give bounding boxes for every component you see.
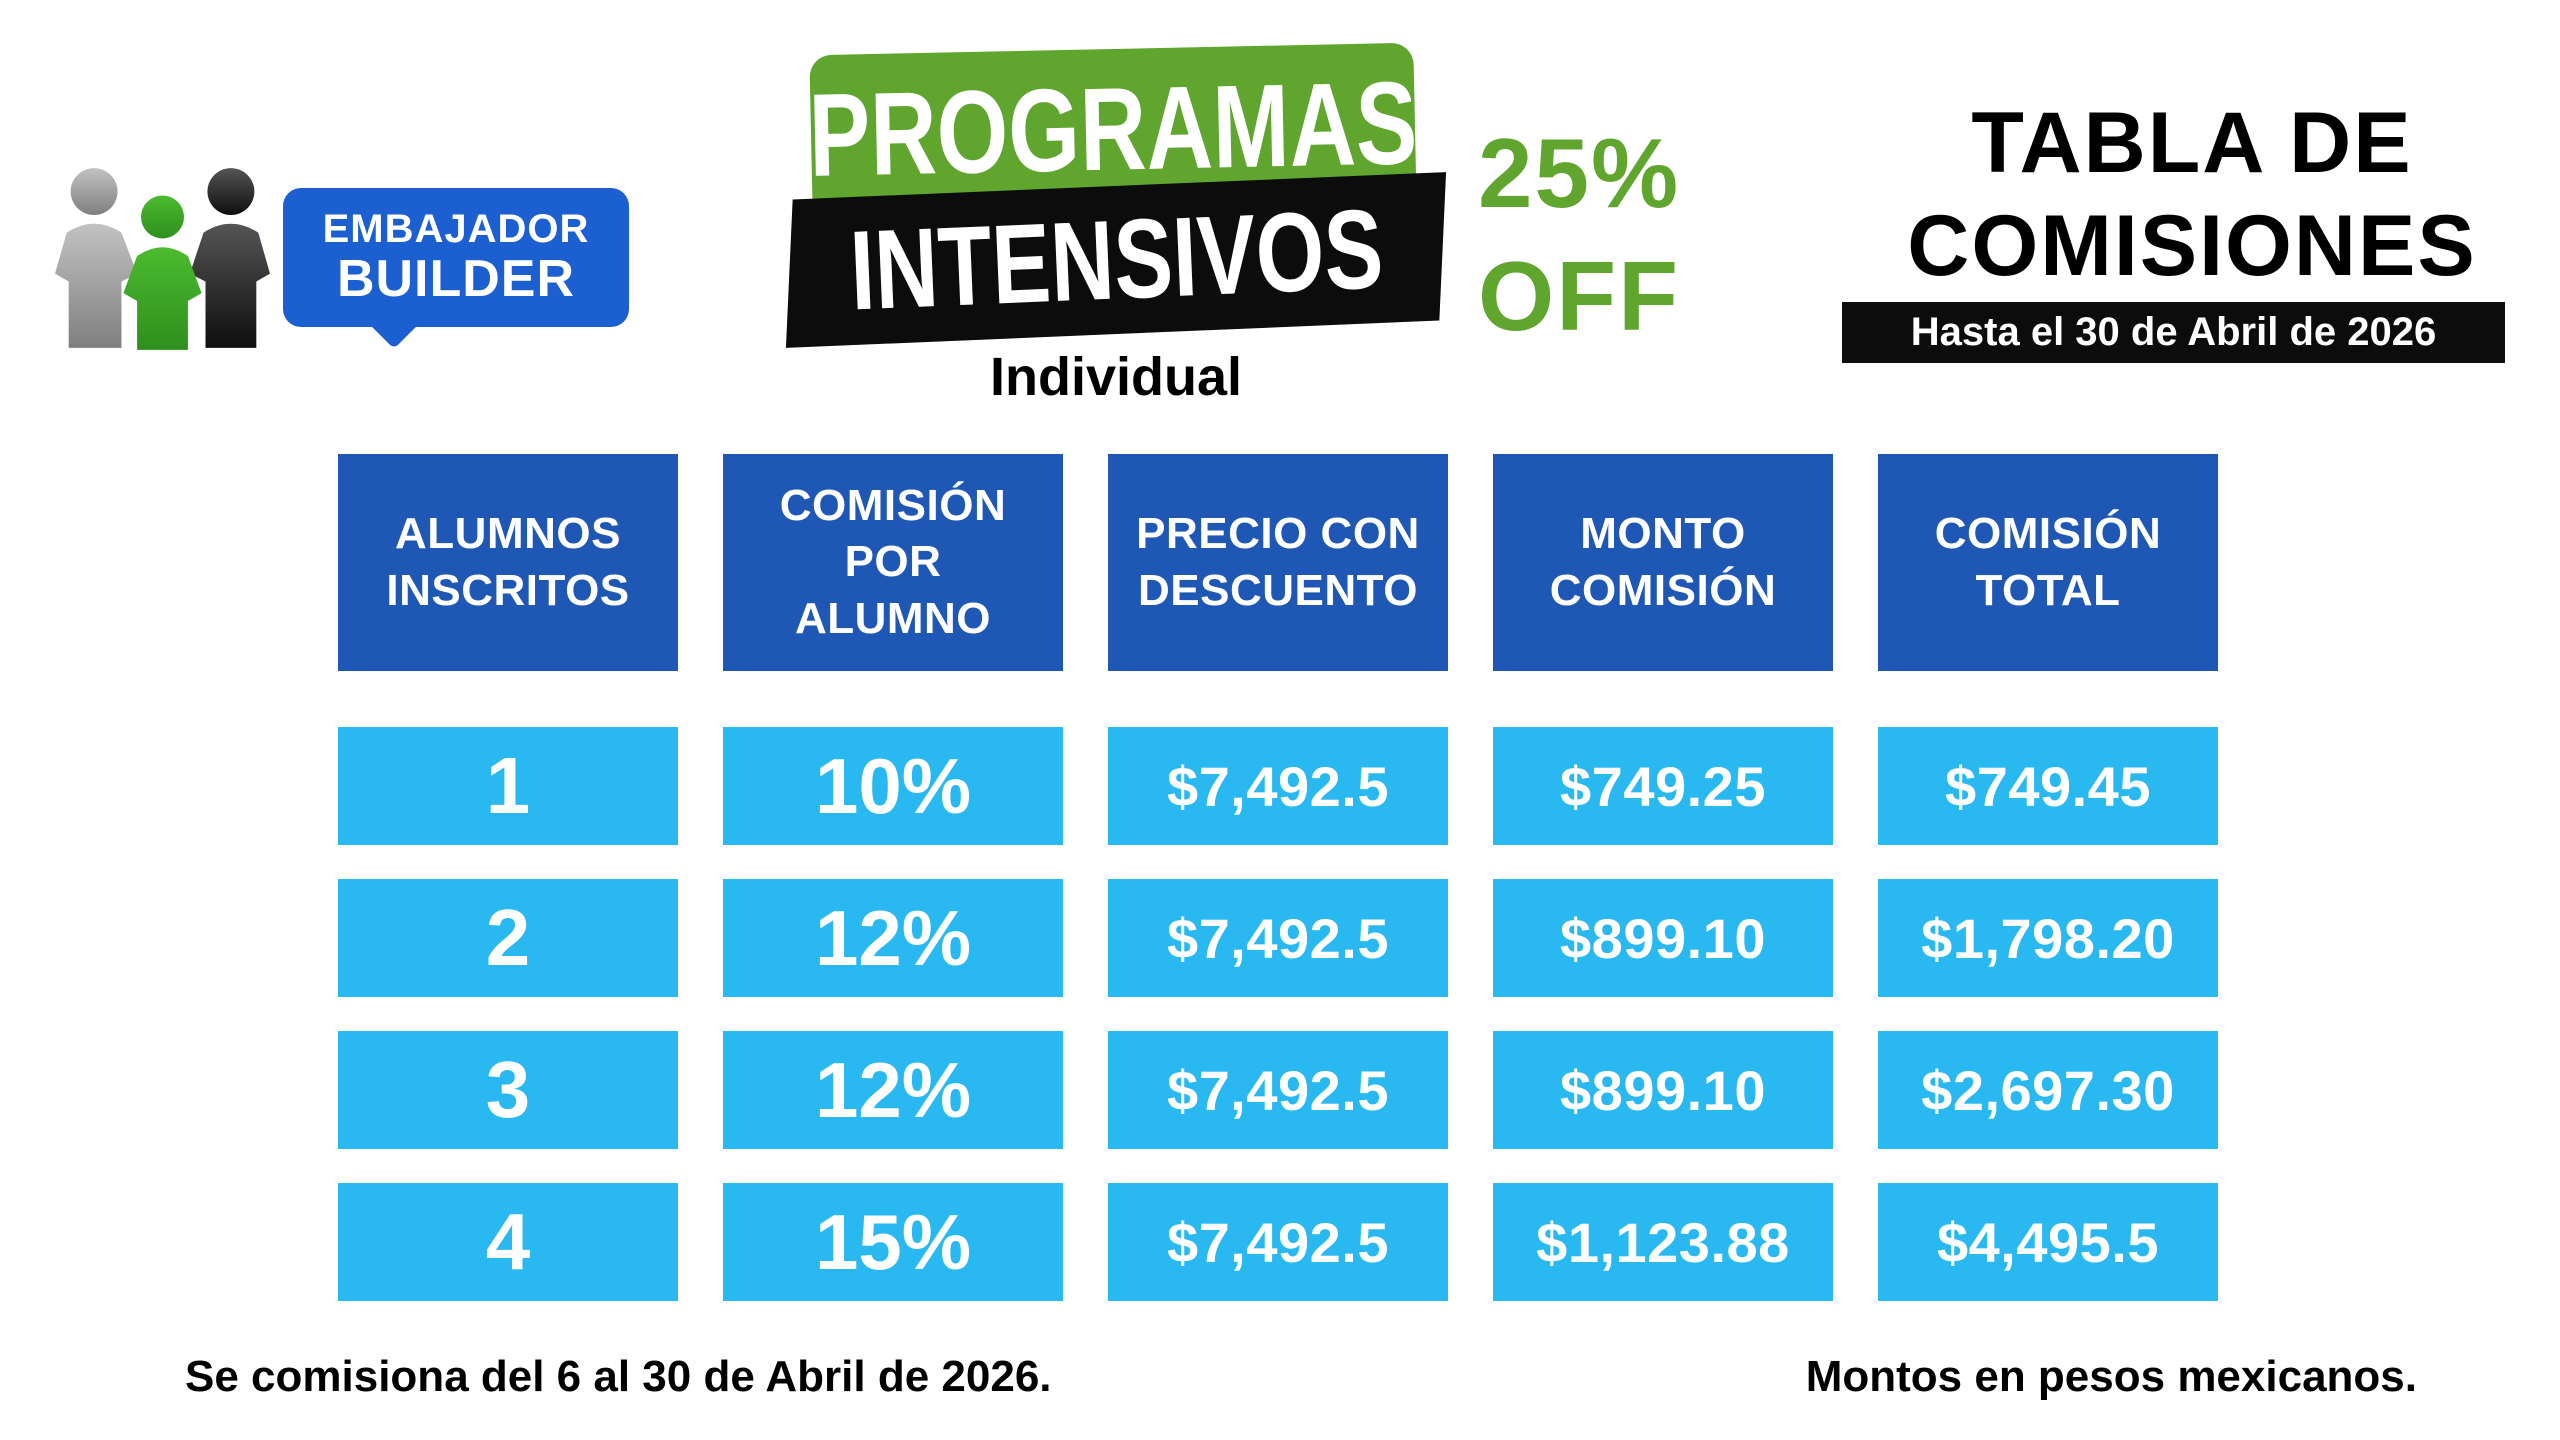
footer-note-right: Montos en pesos mexicanos. bbox=[1805, 1352, 2417, 1401]
table-cell: 2 bbox=[338, 879, 678, 997]
table-cell: $899.10 bbox=[1493, 1031, 1833, 1149]
page-title: TABLA DE COMISIONES bbox=[1872, 92, 2512, 298]
column-header: ALUMNOS INSCRITOS bbox=[338, 454, 678, 671]
column-header: PRECIO CON DESCUENTO bbox=[1108, 454, 1448, 671]
table-cell: $7,492.5 bbox=[1108, 727, 1448, 845]
table-cell: 10% bbox=[723, 727, 1063, 845]
table-header: ALUMNOS INSCRITOS COMISIÓN POR ALUMNO PR… bbox=[338, 454, 2218, 671]
discount-percent: 25% bbox=[1478, 118, 1681, 228]
table-body: 1 10% $7,492.5 $749.25 $749.45 2 12% $7,… bbox=[338, 727, 2218, 1301]
table-cell: 12% bbox=[723, 1031, 1063, 1149]
column-header: COMISIÓN TOTAL bbox=[1878, 454, 2218, 671]
validity-label: Hasta el 30 de Abril de 2026 bbox=[1910, 310, 2437, 354]
brand-badge: EMBAJADOR BUILDER bbox=[283, 188, 629, 349]
page-title-line2: COMISIONES bbox=[1907, 198, 2477, 295]
intensivos-banner: INTENSIVOS bbox=[785, 172, 1447, 348]
table-cell: $899.10 bbox=[1493, 879, 1833, 997]
table-cell: 1 bbox=[338, 727, 678, 845]
table-cell: $7,492.5 bbox=[1108, 1183, 1448, 1301]
program-subtitle: Individual bbox=[989, 347, 1243, 407]
table-cell: 4 bbox=[338, 1183, 678, 1301]
table-cell: $1,798.20 bbox=[1878, 879, 2218, 997]
page-title-line1: TABLA DE bbox=[1971, 95, 2413, 191]
discount-block: 25% OFF bbox=[1478, 112, 1680, 357]
table-cell: $2,697.30 bbox=[1878, 1031, 2218, 1149]
table-cell: $7,492.5 bbox=[1108, 1031, 1448, 1149]
table-cell: $749.45 bbox=[1878, 727, 2218, 845]
table-cell: 3 bbox=[338, 1031, 678, 1149]
footer-note-left: Se comisiona del 6 al 30 de Abril de 202… bbox=[185, 1352, 1052, 1401]
table-cell: 12% bbox=[723, 879, 1063, 997]
discount-off: OFF bbox=[1478, 240, 1680, 351]
table-cell: $7,492.5 bbox=[1108, 879, 1448, 997]
column-header: MONTO COMISIÓN bbox=[1493, 454, 1833, 671]
people-icon bbox=[55, 168, 270, 350]
table-cell: $1,123.88 bbox=[1493, 1183, 1833, 1301]
table-cell: 15% bbox=[723, 1183, 1063, 1301]
brand-logo bbox=[55, 160, 270, 355]
table-cell: $749.25 bbox=[1493, 727, 1833, 845]
intensivos-label: INTENSIVOS bbox=[847, 184, 1385, 334]
column-header: COMISIÓN POR ALUMNO bbox=[723, 454, 1063, 671]
validity-bar: Hasta el 30 de Abril de 2026 bbox=[1842, 302, 2505, 363]
badge-line-embajador: EMBAJADOR bbox=[322, 206, 590, 251]
badge-line-builder: BUILDER bbox=[336, 249, 576, 308]
table-cell: $4,495.5 bbox=[1878, 1183, 2218, 1301]
